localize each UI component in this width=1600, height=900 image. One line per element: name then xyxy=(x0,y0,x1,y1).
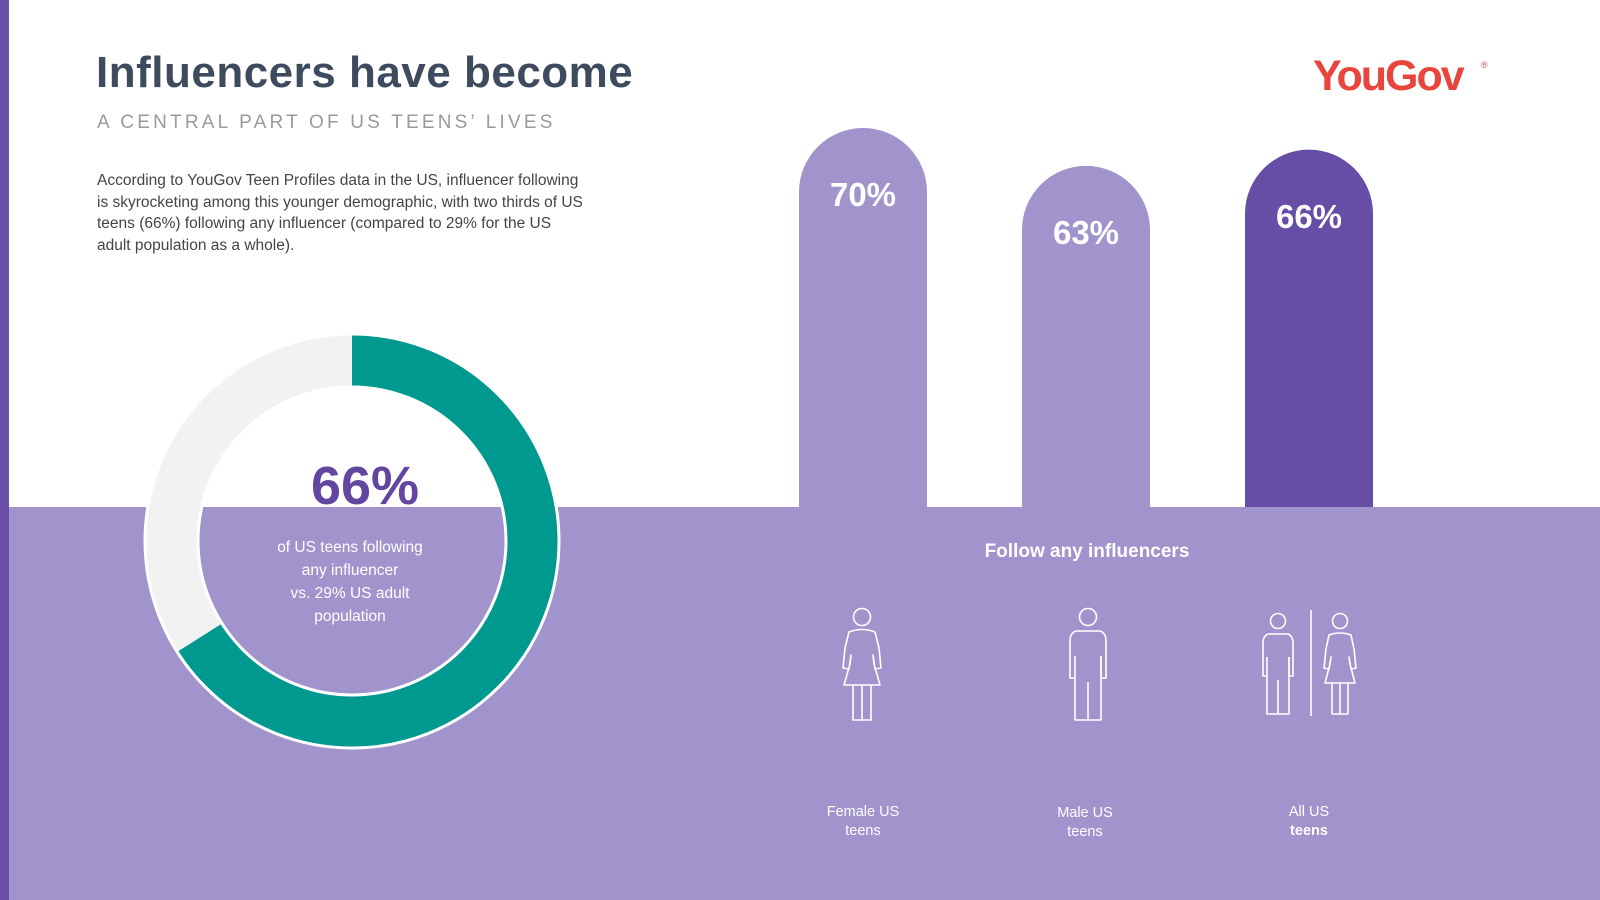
category-label-line: Male US xyxy=(1057,805,1113,821)
category-label-line: teens xyxy=(1067,824,1103,840)
page-title: Influencers have become xyxy=(96,48,634,97)
donut-caption: of US teens following any influencer vs.… xyxy=(250,536,450,628)
donut-chart xyxy=(143,332,561,750)
category-label-all: All US teens xyxy=(1239,803,1379,841)
donut-caption-line: of US teens following xyxy=(277,539,423,556)
chart-title: Follow any influencers xyxy=(984,541,1190,562)
donut-caption-line: vs. 29% US adult xyxy=(290,585,410,602)
donut-inner-outline xyxy=(196,385,508,697)
yougov-logo: YouGov xyxy=(1313,52,1465,100)
registered-mark: ® xyxy=(1481,60,1488,70)
category-label-line: teens xyxy=(845,823,881,839)
donut-caption-line: any influencer xyxy=(301,562,399,579)
bar-value-label: 70% xyxy=(829,176,897,213)
donut-caption-line: population xyxy=(314,608,386,625)
donut-value-label: 66% xyxy=(310,456,420,516)
category-label-line: teens xyxy=(1290,823,1328,839)
bar-value-label: 66% xyxy=(1275,197,1343,235)
male-female-people-icon xyxy=(1262,610,1357,716)
donut-outer-outline xyxy=(143,332,561,750)
donut-arc xyxy=(177,334,559,748)
category-label-male: Male US teens xyxy=(1015,804,1155,842)
bar-value-label: 63% xyxy=(1052,213,1120,251)
left-accent-rule xyxy=(0,0,9,900)
male-person-icon xyxy=(1069,607,1107,721)
female-person-icon xyxy=(842,607,882,721)
page-subtitle: A CENTRAL PART OF US TEENS’ LIVES xyxy=(97,112,556,133)
bar-3 xyxy=(1245,149,1373,507)
bar-1 xyxy=(799,128,927,507)
category-label-line: Female US xyxy=(826,804,900,820)
category-label-line: All US xyxy=(1288,804,1330,820)
bar-2 xyxy=(1022,165,1150,507)
category-label-female: Female US teens xyxy=(793,803,933,841)
intro-paragraph: According to YouGov Teen Profiles data i… xyxy=(97,172,583,254)
